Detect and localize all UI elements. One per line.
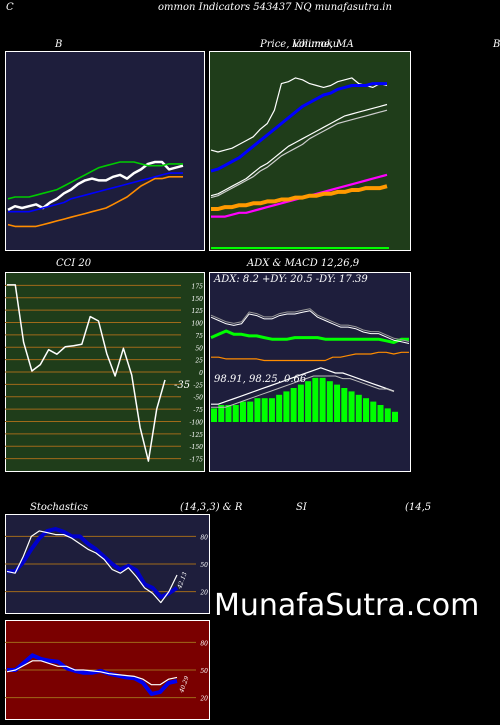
macd-hist-bar-0 — [211, 408, 217, 422]
price-ma-right-letter: B — [493, 39, 500, 50]
macd-hist-bar-21 — [363, 398, 370, 422]
macd-hist-bar-2 — [225, 405, 232, 422]
price-ma-series-0 — [210, 77, 388, 153]
macd-hist-bar-13 — [305, 381, 312, 422]
macd-hist-bar-5 — [247, 401, 254, 422]
macd-hist-bar-9 — [276, 394, 283, 422]
cci-tick-label-13: -150 — [190, 444, 204, 451]
page-title: ommon Indicators 543437 NQ munafasutra.i… — [158, 2, 392, 13]
macd-hist-bar-15 — [319, 377, 326, 422]
adx-macd-panel — [209, 272, 411, 472]
stoch-tick-label-2: 20 — [199, 590, 208, 597]
cci-tick-label-1: 150 — [192, 296, 204, 303]
cci-tick-label-8: -25 — [193, 382, 203, 389]
macd-hist-bar-16 — [326, 381, 333, 422]
macd-hist-bar-18 — [341, 388, 348, 422]
cci-tick-label-2: 125 — [192, 308, 204, 315]
adx-values-label: ADX: 8.2 +DY: 20.5 -DY: 17.39 — [214, 274, 368, 285]
adx-line-b — [210, 308, 410, 342]
cci-tick-label-10: -75 — [193, 407, 203, 414]
stoch-k-line — [7, 527, 179, 600]
stoch-d-line — [6, 530, 178, 604]
cci-tick-label-4: 75 — [195, 333, 203, 340]
cci-tick-label-9: -50 — [193, 395, 203, 402]
stoch-params: (14,3,3) & R — [180, 502, 243, 513]
cci-tick-label-3: 100 — [192, 321, 204, 328]
stoch-title: Stochastics — [30, 502, 88, 513]
adx-line-a — [210, 310, 410, 344]
price-ma-title-overlay: Ichimoku — [292, 39, 340, 50]
macd-hist-bar-7 — [261, 398, 268, 422]
macd-hist-bar-4 — [239, 401, 246, 422]
macd-hist-bar-25 — [392, 411, 398, 422]
macd-hist-bar-6 — [254, 398, 261, 422]
cci-tick-label-12: -125 — [190, 432, 204, 439]
cci-line — [7, 284, 166, 462]
macd-hist-bar-11 — [290, 388, 297, 422]
macd-hist-bar-20 — [355, 394, 362, 422]
left-letter: C — [6, 2, 14, 13]
macd-hist-bar-17 — [334, 384, 341, 422]
adx-plus-di — [210, 329, 409, 344]
macd-hist-bar-8 — [268, 398, 275, 422]
watermark: MunafaSutra.com — [214, 588, 480, 623]
cci-last-label: -35 — [174, 380, 191, 391]
panel-background — [5, 51, 205, 251]
cci-tick-label-6: 25 — [194, 358, 203, 365]
cci-tick-label-5: 50 — [195, 345, 203, 352]
macd-values-label: 98.91, 98.25, 0.66 — [214, 374, 307, 385]
macd-hist-bar-23 — [377, 405, 384, 422]
rsi-tick-label-2: 20 — [199, 696, 208, 703]
cci-title: CCI 20 — [56, 258, 92, 269]
macd-hist-bar-14 — [312, 377, 319, 422]
cci-tick-label-7: 0 — [199, 370, 203, 377]
macd-hist-bar-10 — [283, 391, 290, 422]
cci-tick-label-0: 175 — [192, 283, 204, 290]
rsi-tick-label-1: 50 — [200, 668, 208, 675]
cci-tick-label-14: -175 — [190, 457, 204, 464]
macd-hist-bar-22 — [370, 401, 377, 422]
adx-macd-title: ADX & MACD 12,26,9 — [247, 258, 360, 269]
price-ma-series-5 — [211, 184, 388, 211]
adx-minus-di — [211, 351, 409, 362]
macd-line — [211, 367, 395, 405]
price-ma-series-3 — [210, 109, 388, 199]
macd-hist-bar-1 — [218, 405, 225, 422]
price-ma-series-2 — [210, 103, 388, 197]
stoch-tick-label-0: 80 — [200, 534, 208, 541]
macd-hist-bar-3 — [232, 405, 239, 422]
cci-panel: 175 150 125 100 75 50 25 0 -25 -50 -75 -100 -125 -150… — [5, 272, 205, 472]
macd-hist-bar-19 — [348, 391, 355, 422]
price-ma-panel — [209, 51, 411, 251]
cci-tick-label-11: -100 — [190, 419, 204, 426]
bollinger-panel — [5, 51, 205, 251]
rsi-title: SI — [296, 502, 307, 513]
panel-background — [209, 51, 411, 251]
bollinger-series-2 — [7, 161, 183, 200]
stoch-tick-label-1: 50 — [200, 562, 208, 569]
rsi-main-line — [7, 653, 178, 696]
macd-signal — [211, 375, 395, 408]
rsi-params: (14,5 — [405, 502, 432, 513]
macd-hist-bar-24 — [384, 408, 391, 422]
macd-hist-bar-12 — [297, 384, 304, 422]
rsi-signal-line — [6, 660, 178, 686]
bollinger-title: B — [55, 39, 63, 50]
bollinger-series-0 — [7, 160, 184, 212]
price-ma-series-1 — [210, 82, 387, 173]
rsi-tick-label-0: 80 — [200, 640, 208, 647]
bollinger-series-3 — [7, 176, 183, 228]
bollinger-series-1 — [8, 172, 183, 213]
price-ma-title: Price, Volume, MA — [260, 39, 354, 50]
